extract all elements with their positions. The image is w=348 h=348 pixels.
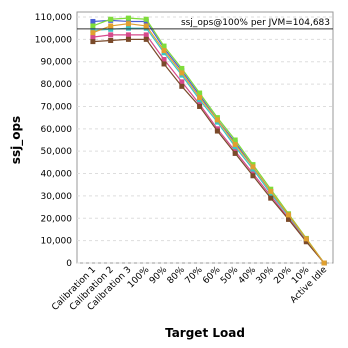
x-tick-label: 90% — [148, 265, 170, 287]
data-point — [108, 23, 114, 29]
data-point — [232, 141, 238, 147]
data-point — [286, 216, 292, 222]
data-point — [125, 36, 131, 42]
data-point — [179, 70, 185, 76]
data-point — [197, 90, 203, 96]
data-point — [232, 137, 238, 143]
data-point — [90, 30, 96, 36]
data-point — [197, 103, 203, 109]
data-point — [161, 56, 167, 62]
data-point — [268, 195, 274, 201]
data-point — [197, 95, 203, 101]
y-tick-label: 80,000 — [41, 80, 73, 90]
x-tick-label: 80% — [166, 265, 188, 287]
y-tick-label: 60,000 — [41, 125, 73, 135]
x-axis-title: Target Load — [165, 326, 245, 340]
data-point — [125, 32, 131, 38]
y-tick-label: 20,000 — [41, 214, 73, 224]
data-point — [125, 25, 131, 31]
y-tick-label: 50,000 — [41, 147, 73, 157]
data-point — [143, 32, 149, 38]
y-tick-label: 90,000 — [41, 58, 73, 68]
y-axis-title: ssj_ops — [9, 116, 24, 164]
data-point — [108, 32, 114, 38]
data-point — [90, 23, 96, 29]
data-point — [214, 128, 220, 134]
data-point — [143, 36, 149, 42]
y-tick-label: 70,000 — [41, 102, 73, 112]
data-point — [125, 15, 131, 21]
data-point — [286, 212, 292, 218]
data-point — [179, 65, 185, 71]
data-point — [90, 34, 96, 40]
data-point — [108, 16, 114, 22]
x-tick-label: 20% — [272, 265, 294, 287]
series-line — [92, 27, 325, 264]
data-point — [125, 21, 131, 27]
series-line — [92, 34, 325, 264]
data-point — [143, 16, 149, 22]
y-tick-label: 10,000 — [41, 237, 73, 247]
y-tick-label: 30,000 — [41, 192, 73, 202]
series-line — [92, 23, 325, 264]
data-point — [143, 23, 149, 29]
reference-label: ssj_ops@100% per JVM=104,683 — [181, 18, 330, 28]
data-point — [161, 48, 167, 54]
data-point — [268, 188, 274, 194]
x-tick-label: 40% — [237, 265, 259, 287]
data-point — [250, 164, 256, 170]
data-point — [303, 239, 309, 245]
data-point — [90, 18, 96, 24]
y-tick-label: 100,000 — [35, 35, 72, 45]
y-tick-label: 110,000 — [35, 13, 72, 23]
x-tick-label: 50% — [219, 265, 241, 287]
data-point — [161, 61, 167, 67]
data-point — [161, 43, 167, 49]
x-tick-label: 60% — [201, 265, 223, 287]
data-point — [303, 236, 309, 242]
data-point — [90, 39, 96, 45]
data-point — [214, 117, 220, 123]
y-tick-label: 0 — [66, 259, 72, 269]
data-point — [179, 79, 185, 85]
y-tick-label: 40,000 — [41, 170, 73, 180]
series-line — [92, 17, 325, 264]
data-point — [250, 173, 256, 179]
data-point — [321, 260, 327, 266]
data-point — [108, 37, 114, 43]
data-point — [179, 83, 185, 89]
data-point — [232, 150, 238, 156]
series-line — [92, 38, 325, 264]
x-tick-label: 70% — [184, 265, 206, 287]
x-tick-label: 30% — [255, 265, 277, 287]
